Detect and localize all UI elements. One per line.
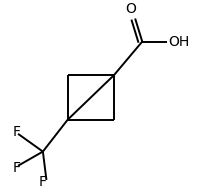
Text: F: F xyxy=(13,161,21,175)
Text: O: O xyxy=(125,2,136,16)
Text: F: F xyxy=(39,175,47,189)
Text: F: F xyxy=(13,125,21,139)
Text: OH: OH xyxy=(168,35,189,49)
